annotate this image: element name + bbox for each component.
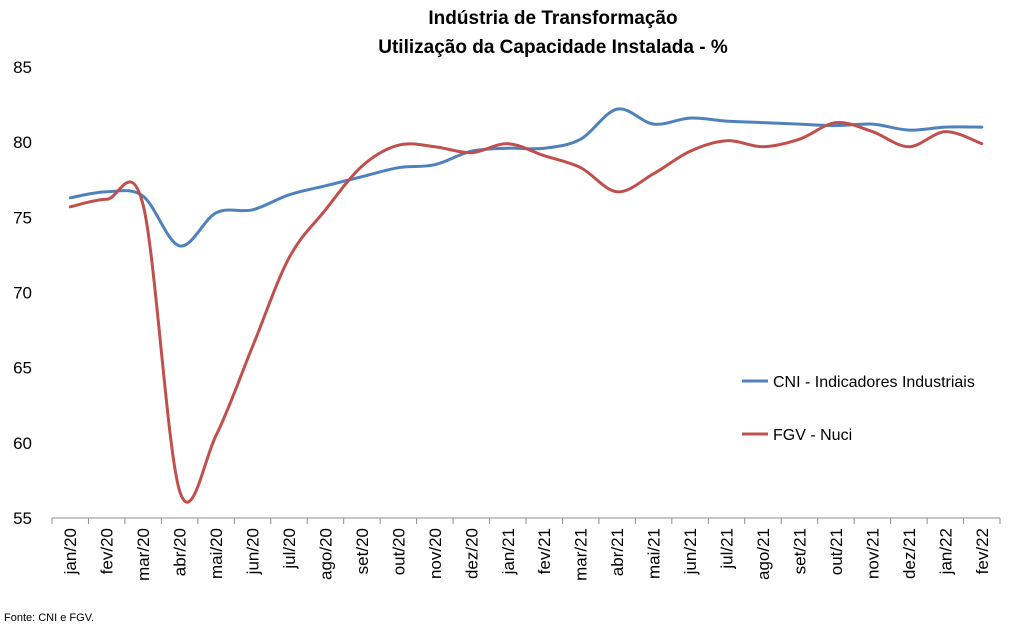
y-tick-label: 55 [13, 509, 32, 528]
y-tick-label: 75 [13, 208, 32, 227]
x-tick-label: jun/21 [681, 528, 700, 575]
x-tick-label: dez/20 [462, 528, 481, 579]
x-tick-label: nov/20 [426, 528, 445, 579]
x-tick-label: jan/21 [499, 528, 518, 575]
y-tick-label: 60 [13, 434, 32, 453]
y-tick-label: 70 [13, 284, 32, 303]
x-tick-label: mai/20 [207, 528, 226, 579]
x-tick-label: mai/21 [645, 528, 664, 579]
legend-label: CNI - Indicadores Industriais [773, 374, 975, 391]
legend-label: FGV - Nuci [773, 427, 852, 444]
x-tick-label: fev/22 [973, 528, 992, 574]
x-tick-label: set/20 [353, 528, 372, 574]
x-tick-label: mar/20 [134, 528, 153, 581]
x-tick-label: jul/20 [280, 528, 299, 570]
source-note: Fonte: CNI e FGV. [4, 612, 95, 624]
y-axis: 55 60 65 70 75 80 85 [13, 58, 32, 528]
x-tick-label: fev/20 [98, 528, 117, 574]
x-tick-label: jun/20 [244, 528, 263, 575]
x-tick-label: mar/21 [572, 528, 591, 581]
y-tick-label: 85 [13, 58, 32, 77]
x-tick-label: ago/20 [316, 528, 335, 580]
series-line-cni [68, 107, 984, 248]
y-tick-label: 65 [13, 359, 32, 378]
chart-subtitle: Utilização da Capacidade Instalada - % [378, 37, 728, 58]
x-tick-label: set/21 [790, 528, 809, 574]
x-tick-label: abr/21 [608, 528, 627, 576]
x-tick-label: out/21 [827, 528, 846, 575]
chart-title: Indústria de Transformação [428, 8, 677, 29]
series-line-fgv [68, 120, 984, 504]
x-tick-label: jan/22 [936, 528, 955, 575]
x-tick-label: dez/21 [900, 528, 919, 579]
legend: CNI - Indicadores Industriais FGV - Nuci [742, 374, 975, 444]
x-tick-label: abr/20 [171, 528, 190, 576]
x-tick-label: nov/21 [863, 528, 882, 579]
plot-area [68, 107, 984, 504]
x-tick-label: ago/21 [754, 528, 773, 580]
x-tick-label: out/20 [389, 528, 408, 575]
x-tick-label: fev/21 [535, 528, 554, 574]
y-tick-label: 80 [13, 133, 32, 152]
x-axis: jan/20 fev/20 mar/20 abr/20 mai/20 jun/20 jul/… [51, 517, 1001, 581]
x-tick-label: jan/20 [61, 528, 80, 575]
x-tick-label: jul/21 [718, 528, 737, 570]
